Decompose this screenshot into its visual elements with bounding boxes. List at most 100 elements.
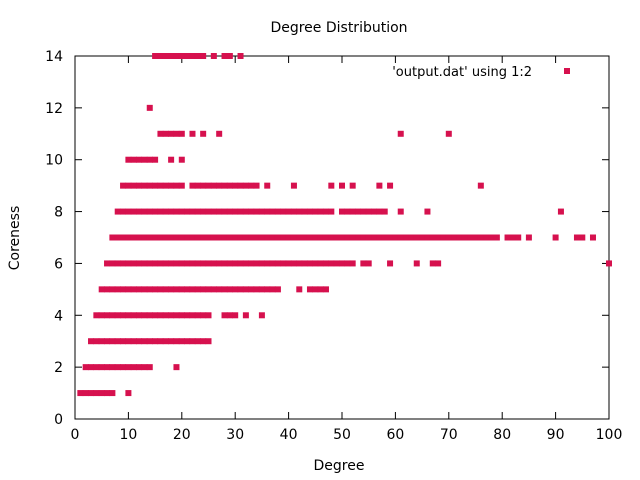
data-point xyxy=(152,312,159,319)
data-point xyxy=(264,234,271,241)
data-point xyxy=(98,312,105,319)
data-point xyxy=(82,364,89,371)
data-point xyxy=(104,390,111,397)
data-point xyxy=(200,182,207,189)
y-tick-label: 12 xyxy=(45,101,63,117)
data-point xyxy=(200,234,207,241)
data-point xyxy=(109,260,116,267)
data-point xyxy=(194,182,201,189)
data-point xyxy=(301,234,308,241)
data-point xyxy=(237,260,244,267)
data-point xyxy=(248,208,255,215)
data-point xyxy=(162,260,169,267)
data-point xyxy=(125,156,132,163)
y-tick-label: 10 xyxy=(45,153,63,169)
data-point xyxy=(381,208,388,215)
data-point xyxy=(157,208,164,215)
data-point xyxy=(242,234,249,241)
data-point xyxy=(93,364,100,371)
data-point xyxy=(114,364,121,371)
data-point xyxy=(168,156,175,163)
data-point xyxy=(210,182,217,189)
data-point xyxy=(317,208,324,215)
data-point xyxy=(339,208,345,215)
data-point xyxy=(98,338,105,345)
data-point xyxy=(130,338,137,345)
data-point xyxy=(296,208,303,215)
data-point xyxy=(322,208,329,215)
y-tick-label: 4 xyxy=(54,308,63,324)
data-point xyxy=(157,260,164,267)
data-point xyxy=(579,234,586,241)
data-point xyxy=(114,338,121,345)
data-point xyxy=(104,312,111,319)
data-point xyxy=(232,182,239,189)
data-point xyxy=(146,156,153,163)
data-point xyxy=(296,260,303,267)
data-point xyxy=(248,286,255,293)
data-point xyxy=(205,182,212,189)
data-point xyxy=(285,260,292,267)
data-point xyxy=(178,312,185,319)
data-point xyxy=(296,286,303,293)
data-point xyxy=(136,234,143,241)
data-point xyxy=(205,260,212,267)
data-point xyxy=(162,338,169,345)
data-point xyxy=(141,234,148,241)
data-point xyxy=(221,260,228,267)
data-point xyxy=(146,364,153,371)
x-tick-label: 20 xyxy=(173,427,191,443)
data-point xyxy=(312,208,319,215)
data-point xyxy=(125,234,132,241)
data-point xyxy=(125,208,132,215)
data-point xyxy=(258,286,265,293)
data-point xyxy=(445,130,452,137)
data-point xyxy=(221,234,228,241)
data-point xyxy=(157,182,164,189)
data-point xyxy=(306,234,313,241)
data-point xyxy=(413,234,420,241)
data-point xyxy=(264,182,271,189)
data-point xyxy=(403,234,410,241)
data-point xyxy=(146,312,153,319)
data-point xyxy=(178,53,185,59)
data-point xyxy=(82,390,89,397)
data-point xyxy=(152,234,159,241)
data-point xyxy=(173,130,180,137)
data-point xyxy=(589,234,596,241)
data-point xyxy=(173,53,180,59)
data-point xyxy=(387,260,394,267)
data-point xyxy=(274,260,281,267)
data-point xyxy=(136,208,143,215)
data-point xyxy=(237,208,244,215)
data-point xyxy=(141,338,148,345)
data-point xyxy=(258,234,265,241)
data-point xyxy=(221,208,228,215)
data-point xyxy=(467,234,474,241)
data-point xyxy=(104,286,111,293)
data-point xyxy=(141,208,148,215)
data-point xyxy=(93,312,100,319)
data-point xyxy=(376,208,383,215)
data-point xyxy=(515,234,522,241)
data-point xyxy=(194,312,201,319)
data-point xyxy=(440,234,447,241)
data-point xyxy=(178,260,185,267)
data-point xyxy=(285,234,292,241)
data-point xyxy=(130,364,137,371)
data-point xyxy=(344,260,351,267)
data-point xyxy=(184,260,191,267)
data-point xyxy=(162,234,169,241)
data-point xyxy=(162,53,169,59)
data-point xyxy=(424,234,431,241)
data-point xyxy=(120,312,127,319)
data-point xyxy=(435,234,442,241)
data-point xyxy=(280,208,287,215)
data-point xyxy=(136,156,143,163)
data-point xyxy=(472,234,479,241)
data-point xyxy=(290,260,297,267)
data-point xyxy=(509,234,516,241)
data-point xyxy=(120,364,127,371)
data-point xyxy=(301,260,308,267)
data-point xyxy=(152,156,159,163)
